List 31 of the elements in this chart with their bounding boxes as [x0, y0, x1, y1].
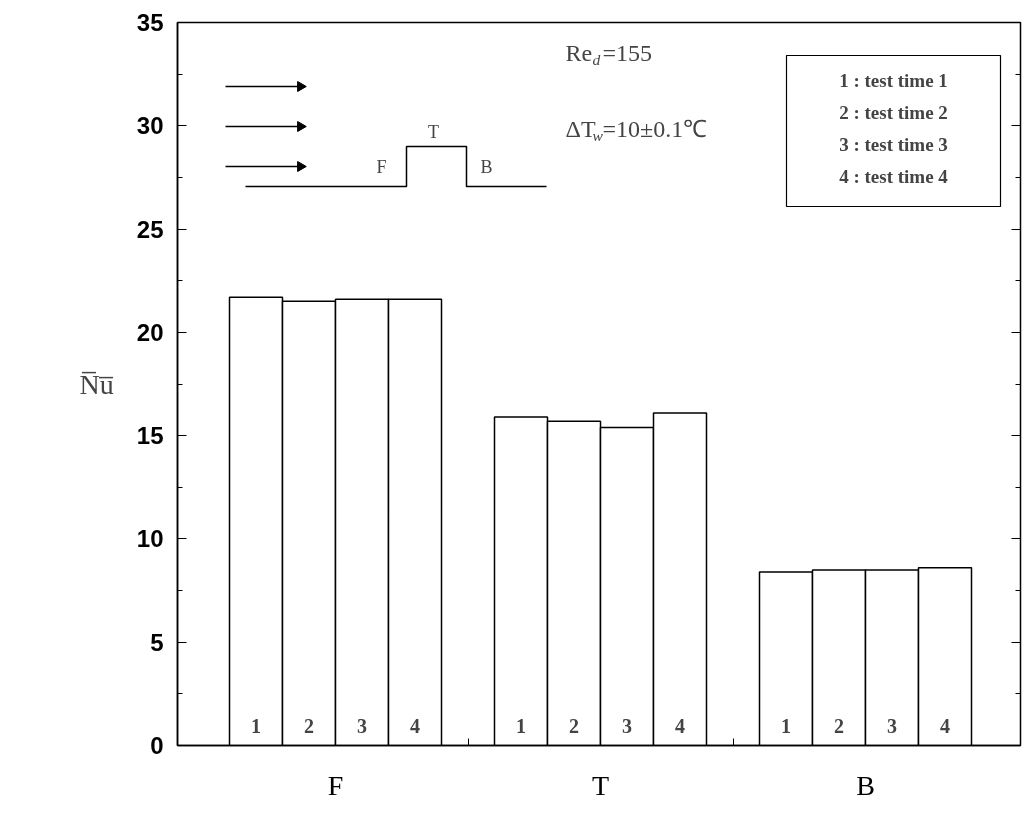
annotation: 3 : test time 3 [839, 134, 948, 155]
annotation: F [376, 156, 387, 177]
y-axis-title: N̅u̅ [79, 368, 115, 400]
annotation: T [428, 121, 439, 142]
annotation: B [480, 156, 493, 177]
y-tick-label: 10 [136, 525, 164, 553]
y-tick-label: 30 [136, 112, 164, 140]
text: 1 [781, 714, 791, 737]
x-tick-label: B [856, 769, 875, 801]
annotation: 4 : test time 4 [839, 166, 949, 187]
y-tick-label: 5 [150, 628, 164, 656]
y-tick-label: 25 [136, 215, 164, 243]
series-label: 3 [357, 714, 367, 737]
text: 4 [675, 714, 685, 737]
text: 4 [940, 714, 950, 737]
x-tick-label: T [591, 769, 610, 801]
series-label: 2 [304, 714, 314, 737]
text: 2 [834, 714, 844, 737]
text: 3 [622, 714, 632, 737]
annotation: 1 : test time 1 [839, 70, 948, 91]
series-label: 1 [251, 714, 261, 737]
text: 3 [887, 714, 897, 737]
x-tick-label: F [327, 769, 344, 801]
y-tick-label: 20 [136, 318, 164, 346]
series-label: 4 [410, 714, 420, 737]
text: 1 [516, 714, 526, 737]
annotation: 2 : test time 2 [839, 102, 948, 123]
text: 2 [569, 714, 579, 737]
y-tick-label: 35 [136, 9, 164, 36]
y-tick-label: 0 [150, 732, 164, 759]
y-tick-label: 15 [136, 422, 164, 450]
